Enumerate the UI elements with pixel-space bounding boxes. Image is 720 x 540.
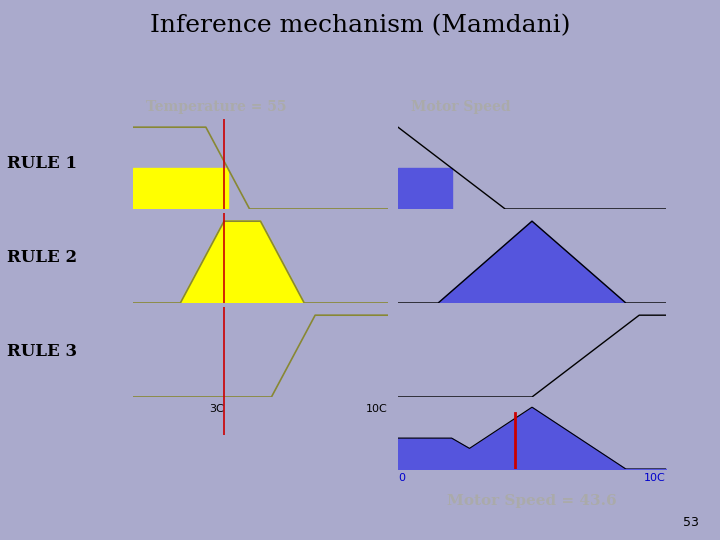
Text: Temperature = 55: Temperature = 55 xyxy=(145,100,287,114)
Text: Motor Speed: Motor Speed xyxy=(411,100,511,114)
Text: 3C: 3C xyxy=(210,404,224,414)
Polygon shape xyxy=(180,221,305,303)
Text: Motor Speed = 43.6: Motor Speed = 43.6 xyxy=(447,494,617,508)
Text: 10C: 10C xyxy=(366,404,388,414)
Polygon shape xyxy=(438,221,626,303)
Text: Inference mechanism (Mamdani): Inference mechanism (Mamdani) xyxy=(150,14,570,37)
Polygon shape xyxy=(398,168,451,209)
Text: RULE 3: RULE 3 xyxy=(7,343,77,361)
Text: 0: 0 xyxy=(398,473,405,483)
Polygon shape xyxy=(133,168,228,209)
Text: 53: 53 xyxy=(683,516,698,529)
Text: RULE 2: RULE 2 xyxy=(7,249,77,267)
Text: RULE 1: RULE 1 xyxy=(7,156,77,172)
Text: 10C: 10C xyxy=(644,473,666,483)
